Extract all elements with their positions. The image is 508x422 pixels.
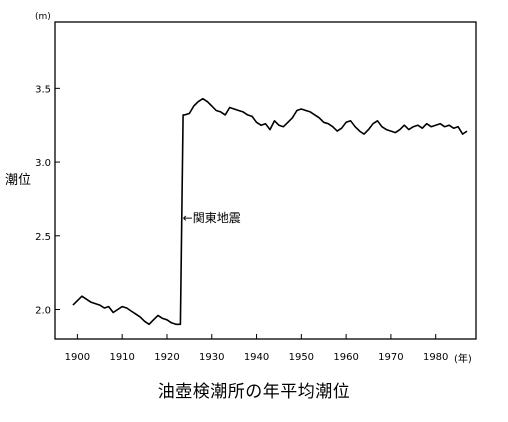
y-axis-label: 潮位 (5, 173, 31, 188)
plot-frame (54, 21, 477, 340)
y-tick-label: 3.0 (35, 158, 51, 169)
y-unit-label: (m) (35, 12, 51, 22)
x-tick-label: 1930 (199, 352, 224, 363)
x-tick-label: 1910 (109, 352, 134, 363)
x-tick-label: 1980 (423, 352, 448, 363)
x-tick-label: 1920 (154, 352, 179, 363)
x-tick-label: 1940 (244, 352, 269, 363)
sea-level-series-line (72, 97, 468, 326)
x-tick-label: 1900 (65, 352, 90, 363)
y-axis-ticks: 2.0 2.5 3.0 3.5 (35, 84, 60, 317)
y-tick-label: 2.0 (35, 306, 51, 317)
x-tick-label: 1960 (333, 352, 358, 363)
kanto-earthquake-annotation: ←関東地震 (183, 211, 241, 225)
y-tick-label: 2.5 (35, 232, 51, 243)
x-tick-label: 1970 (378, 352, 403, 363)
x-tick-label: 1950 (289, 352, 314, 363)
x-unit-label: (年) (454, 352, 472, 365)
y-tick-label: 3.5 (35, 84, 51, 95)
chart-title: 油壺検潮所の年平均潮位 (158, 382, 351, 402)
x-axis-ticks: 1900 1910 1920 1930 1940 1950 1960 1970 1980 (65, 334, 448, 363)
